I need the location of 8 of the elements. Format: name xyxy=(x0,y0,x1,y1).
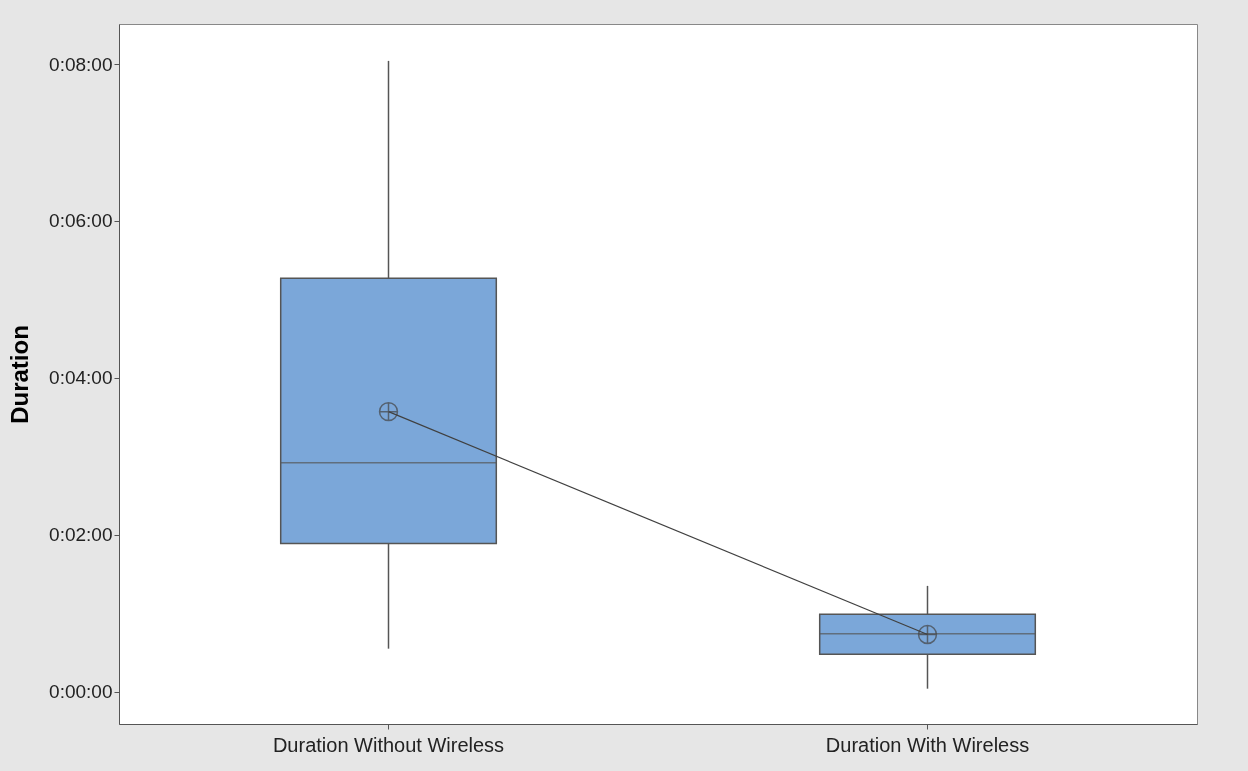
y-axis-title: Duration xyxy=(6,325,34,424)
x-tick-label: Duration Without Wireless xyxy=(272,733,505,756)
y-tick-label: 0:08:00 xyxy=(49,53,113,75)
y-tick-label: 0:04:00 xyxy=(49,367,113,389)
y-tick-label: 0:00:00 xyxy=(49,681,113,703)
y-tick-label: 0:06:00 xyxy=(49,210,113,232)
x-tick-label: Duration With Wireless xyxy=(825,733,1030,756)
y-tick-label: 0:02:00 xyxy=(49,524,113,546)
